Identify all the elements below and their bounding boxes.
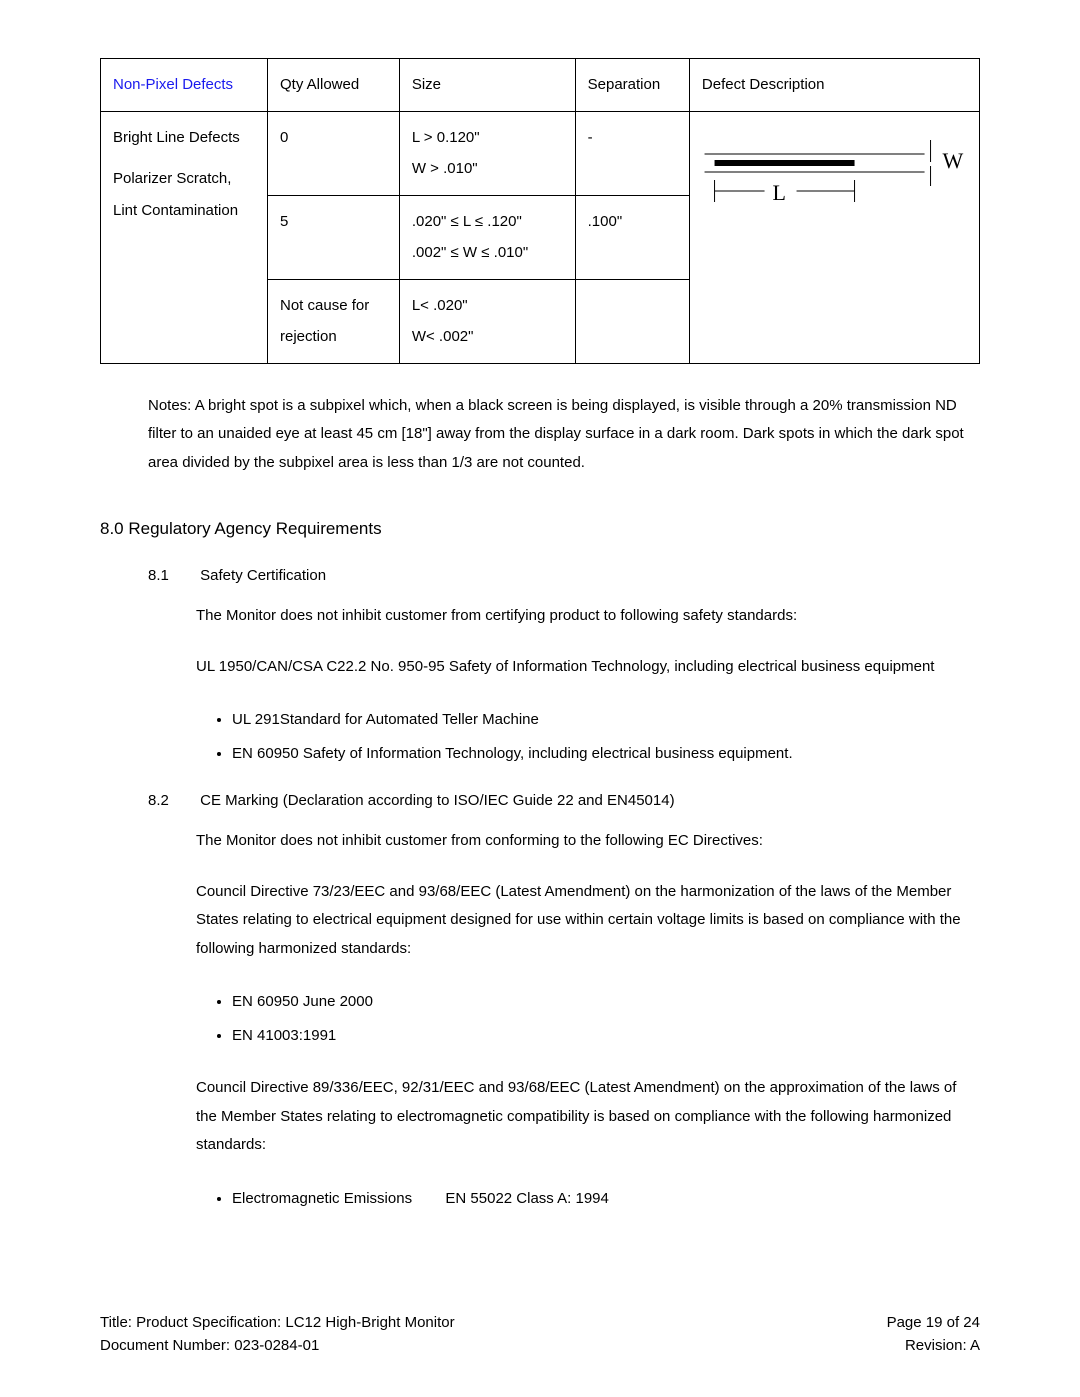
page-footer: Title: Product Specification: LC12 High-… — [100, 1312, 980, 1357]
subhead-title: CE Marking (Declaration according to ISO… — [200, 792, 674, 809]
size-l: .020" ≤ L ≤ .120" — [412, 206, 563, 238]
cell-qty: Not cause for rejection — [268, 279, 400, 363]
col-header-nonpixel: Non-Pixel Defects — [113, 76, 233, 93]
rowgroup-label-line2: Polarizer Scratch, Lint Contamination — [113, 163, 255, 226]
bullet-list: UL 291Standard for Automated Teller Mach… — [196, 703, 980, 770]
footer-title: Title: Product Specification: LC12 High-… — [100, 1312, 455, 1335]
col-header-qty: Qty Allowed — [268, 59, 400, 112]
subhead-num: 8.2 — [148, 792, 196, 809]
cell-size: .020" ≤ L ≤ .120" .002" ≤ W ≤ .010" — [399, 195, 575, 279]
page: Non-Pixel Defects Qty Allowed Size Separ… — [0, 0, 1080, 1397]
size-w: W > .010" — [412, 153, 563, 185]
notes-text: Notes: A bright spot is a subpixel which… — [148, 392, 980, 478]
cell-sep: .100" — [575, 195, 689, 279]
list-item: Electromagnetic Emissions EN 55022 Class… — [232, 1182, 980, 1216]
para: The Monitor does not inhibit customer fr… — [196, 602, 980, 631]
list-item: EN 41003:1991 — [232, 1019, 980, 1053]
diagram-l-label: L — [772, 180, 785, 205]
defects-table: Non-Pixel Defects Qty Allowed Size Separ… — [100, 58, 980, 364]
subhead-8-1: 8.1 Safety Certification — [148, 567, 980, 584]
bullet-list: EN 60950 June 2000 EN 41003:1991 — [196, 985, 980, 1052]
size-w: W< .002" — [412, 321, 563, 353]
list-item: UL 291Standard for Automated Teller Mach… — [232, 703, 980, 737]
footer-left: Title: Product Specification: LC12 High-… — [100, 1312, 455, 1357]
footer-rev: Revision: A — [887, 1335, 980, 1358]
size-l: L< .020" — [412, 290, 563, 322]
subhead-title: Safety Certification — [200, 567, 326, 584]
cell-qty: 5 — [268, 195, 400, 279]
size-w: .002" ≤ W ≤ .010" — [412, 237, 563, 269]
size-l: L > 0.120" — [412, 122, 563, 154]
list-item: EN 60950 June 2000 — [232, 985, 980, 1019]
rowgroup-label-line1: Bright Line Defects — [113, 122, 255, 154]
subsection-8-2: 8.2 CE Marking (Declaration according to… — [148, 792, 980, 1215]
table-header-row: Non-Pixel Defects Qty Allowed Size Separ… — [101, 59, 980, 112]
footer-page: Page 19 of 24 — [887, 1312, 980, 1335]
defect-diagram-icon: W L — [702, 122, 967, 242]
subsection-8-1: 8.1 Safety Certification The Monitor doe… — [148, 567, 980, 770]
table-row: Bright Line Defects Polarizer Scratch, L… — [101, 111, 980, 195]
cell-qty: 0 — [268, 111, 400, 195]
subhead-num: 8.1 — [148, 567, 196, 584]
para: Council Directive 89/336/EEC, 92/31/EEC … — [196, 1074, 980, 1160]
para: The Monitor does not inhibit customer fr… — [196, 827, 980, 856]
cell-sep: - — [575, 111, 689, 195]
diagram-w-label: W — [942, 148, 963, 173]
footer-doc: Document Number: 023-0284-01 — [100, 1335, 455, 1358]
bullet-list: Electromagnetic Emissions EN 55022 Class… — [196, 1182, 980, 1216]
col-header-sep: Separation — [575, 59, 689, 112]
col-header-size: Size — [399, 59, 575, 112]
subhead-8-2: 8.2 CE Marking (Declaration according to… — [148, 792, 980, 809]
list-item: EN 60950 Safety of Information Technolog… — [232, 737, 980, 771]
cell-size: L< .020" W< .002" — [399, 279, 575, 363]
rowgroup-label: Bright Line Defects Polarizer Scratch, L… — [101, 111, 268, 363]
footer-right: Page 19 of 24 Revision: A — [887, 1312, 980, 1357]
section-8-title: 8.0 Regulatory Agency Requirements — [100, 519, 980, 539]
para: Council Directive 73/23/EEC and 93/68/EE… — [196, 878, 980, 964]
para: UL 1950/CAN/CSA C22.2 No. 950-95 Safety … — [196, 653, 980, 682]
col-header-desc: Defect Description — [689, 59, 979, 112]
cell-diagram: W L — [689, 111, 979, 363]
cell-size: L > 0.120" W > .010" — [399, 111, 575, 195]
cell-sep — [575, 279, 689, 363]
